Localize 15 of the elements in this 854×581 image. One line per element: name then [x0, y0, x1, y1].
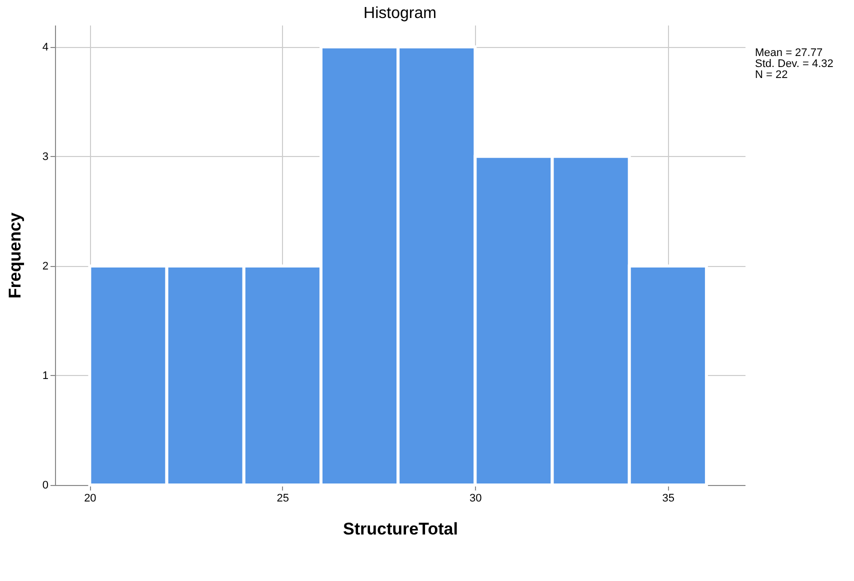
x-axis-title: StructureTotal [343, 520, 458, 538]
x-tick-label: 25 [276, 492, 290, 504]
x-tick-label: 30 [470, 492, 482, 504]
x-tick-label: 20 [84, 492, 96, 504]
text: N = 22 [755, 69, 788, 81]
text: Std. Dev. = 4.32 [755, 58, 834, 70]
text: Mean = 27.77 [755, 47, 823, 59]
y-axis-title: Frequency [5, 212, 24, 298]
y-tick-label: 2 [42, 260, 48, 272]
chart-title: Histogram [364, 5, 436, 22]
x-tick-label: 35 [662, 492, 675, 504]
y-tick-label: 4 [42, 41, 48, 54]
y-tick-label: 0 [42, 480, 48, 492]
y-tick-label: 3 [42, 150, 48, 163]
y-tick-label: 1 [42, 370, 48, 382]
